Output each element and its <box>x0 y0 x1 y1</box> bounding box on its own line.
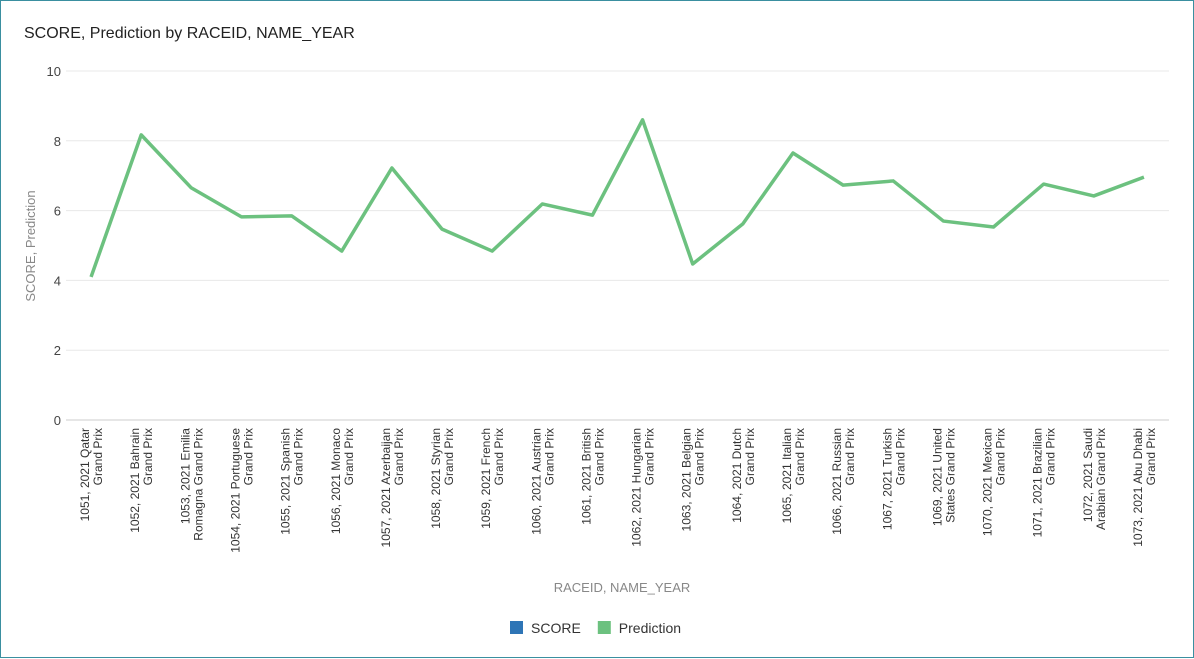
y-tick-label: 4 <box>54 273 61 288</box>
x-tick-label: 1058, 2021 StyrianGrand Prix <box>429 428 456 529</box>
x-tick-label: 1057, 2021 AzerbaijanGrand Prix <box>379 428 406 547</box>
x-tick-label: 1065, 2021 ItalianGrand Prix <box>780 428 807 523</box>
legend-label: Prediction <box>619 620 681 636</box>
x-tick-label: 1061, 2021 BritishGrand Prix <box>579 428 606 525</box>
x-tick-label: 1060, 2021 AustrianGrand Prix <box>529 428 556 535</box>
x-tick-label: 1056, 2021 MonacoGrand Prix <box>329 428 356 534</box>
x-tick-label: 1055, 2021 SpanishGrand Prix <box>279 428 306 535</box>
y-tick-label: 6 <box>54 204 61 219</box>
x-tick-label: 1067, 2021 TurkishGrand Prix <box>880 428 907 530</box>
x-tick-label: 1071, 2021 BrazilianGrand Prix <box>1031 428 1058 537</box>
x-axis-label: RACEID, NAME_YEAR <box>554 580 691 595</box>
y-tick-label: 8 <box>54 134 61 149</box>
legend-swatch <box>510 621 523 634</box>
x-tick-label: 1066, 2021 RussianGrand Prix <box>830 428 857 535</box>
x-tick-label: 1070, 2021 MexicanGrand Prix <box>981 428 1008 536</box>
x-tick-label: 1059, 2021 FrenchGrand Prix <box>479 428 506 529</box>
x-tick-label: 1069, 2021 UnitedStates Grand Prix <box>930 428 957 526</box>
x-tick-label: 1054, 2021 PortugueseGrand Prix <box>228 428 255 553</box>
y-axis-label: SCORE, Prediction <box>23 190 38 301</box>
y-tick-label: 10 <box>47 64 61 79</box>
x-tick-label: 1073, 2021 Abu DhabiGrand Prix <box>1131 428 1158 547</box>
x-tick-label: 1064, 2021 DutchGrand Prix <box>730 428 757 523</box>
x-tick-label: 1072, 2021 SaudiArabian Grand Prix <box>1081 428 1108 530</box>
x-tick-label: 1062, 2021 HungarianGrand Prix <box>630 428 657 547</box>
chart-title: SCORE, Prediction by RACEID, NAME_YEAR <box>24 25 355 42</box>
x-tick-label: 1053, 2021 EmiliaRomagna Grand Prix <box>178 428 205 541</box>
legend-label: SCORE <box>531 620 581 636</box>
x-tick-label: 1051, 2021 QatarGrand Prix <box>78 428 105 521</box>
x-tick-label: 1052, 2021 BahrainGrand Prix <box>128 428 155 533</box>
y-tick-label: 2 <box>54 343 61 358</box>
legend-swatch <box>597 621 611 634</box>
y-tick-label: 0 <box>54 413 61 428</box>
line <box>89 118 1145 278</box>
x-tick-label: 1063, 2021 BelgianGrand Prix <box>680 428 707 531</box>
